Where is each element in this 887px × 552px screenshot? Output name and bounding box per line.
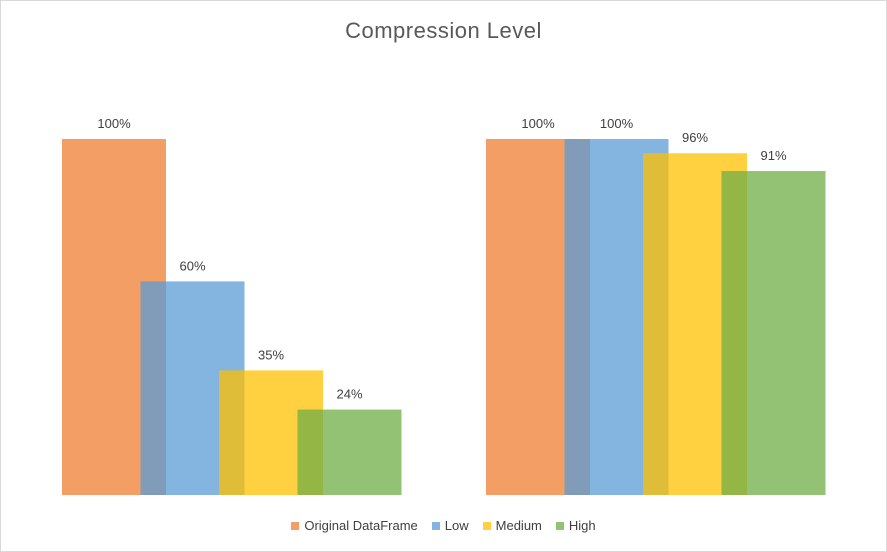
data-label-1-original-dataframe: 100%: [97, 116, 131, 131]
legend-item-high: High: [555, 518, 596, 533]
legend-item-medium: Medium: [482, 518, 542, 533]
legend-swatch: [431, 521, 440, 530]
data-label-2-low: 100%: [600, 116, 634, 131]
chart-title: Compression Level: [345, 18, 542, 43]
legend-label: Low: [444, 518, 469, 533]
data-label-2-original-dataframe: 100%: [521, 116, 555, 131]
data-label-2-high: 91%: [760, 148, 786, 163]
legend-swatch: [555, 521, 564, 530]
legend: Original DataFrame Low Medium High: [1, 518, 886, 533]
legend-label: Medium: [495, 518, 542, 533]
legend-item-original-dataframe: Original DataFrame: [291, 518, 418, 533]
plot-area: 100% 60% 35% 24% 100% 100% 96% 91%: [62, 116, 826, 496]
data-label-2-medium: 96%: [682, 130, 708, 145]
data-label-1-low: 60%: [179, 258, 205, 273]
legend-item-low: Low: [431, 518, 469, 533]
legend-label: High: [568, 518, 596, 533]
data-label-1-high: 24%: [336, 387, 362, 402]
legend-swatch: [482, 521, 491, 530]
legend-label: Original DataFrame: [304, 518, 418, 533]
bar-1-high: [297, 409, 402, 495]
data-label-1-medium: 35%: [258, 347, 284, 362]
bar-2-high: [721, 171, 826, 496]
legend-swatch: [291, 521, 300, 530]
